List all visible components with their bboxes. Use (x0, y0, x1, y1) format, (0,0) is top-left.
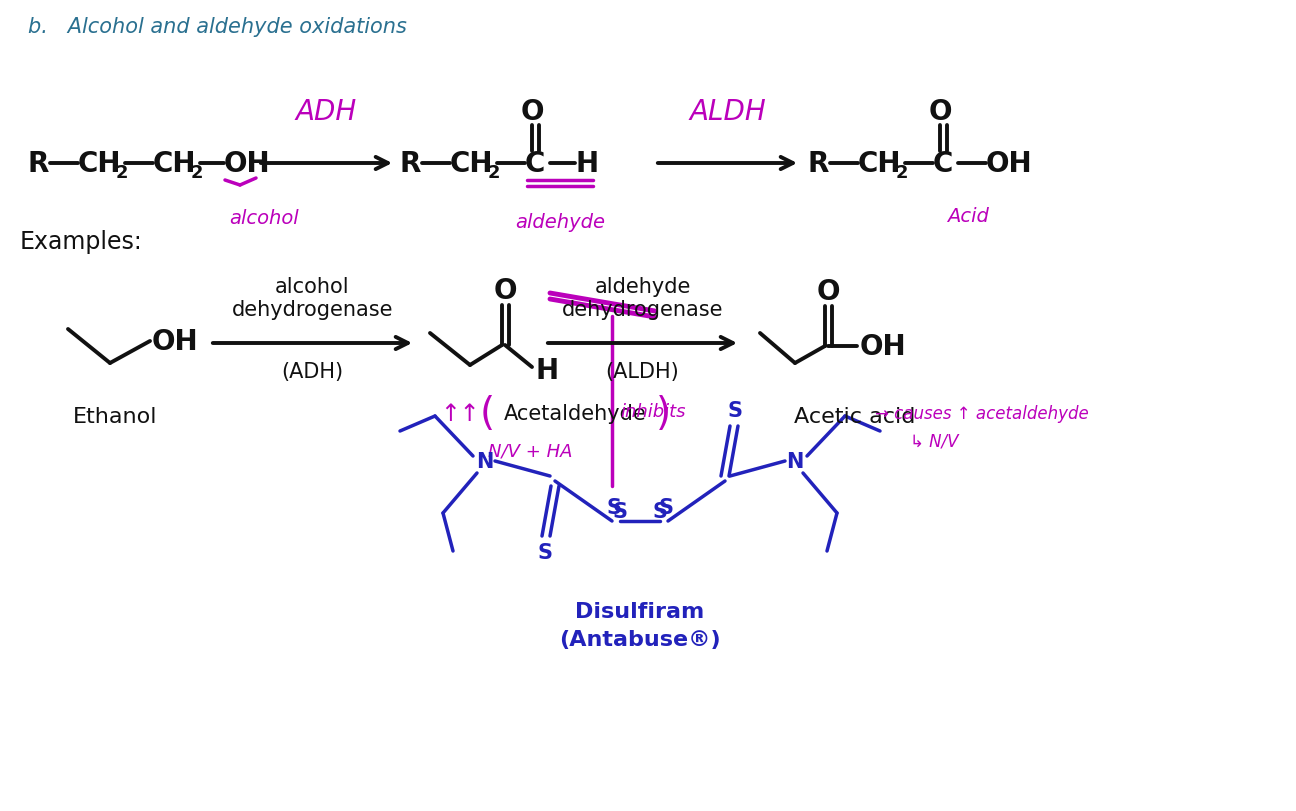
Text: H: H (575, 150, 599, 178)
Text: CH: CH (78, 150, 122, 178)
Text: N: N (477, 452, 494, 471)
Text: R: R (29, 150, 49, 178)
Text: dehydrogenase: dehydrogenase (232, 299, 393, 320)
Text: CH: CH (153, 150, 197, 178)
Text: S: S (613, 501, 627, 521)
Text: S: S (658, 497, 674, 517)
Text: Disulfiram: Disulfiram (575, 601, 705, 621)
Text: aldehyde: aldehyde (595, 277, 691, 297)
Text: Acid: Acid (947, 206, 989, 225)
Text: H: H (535, 357, 559, 384)
Text: O: O (494, 277, 517, 305)
Text: S: S (538, 543, 552, 562)
Text: C: C (525, 150, 546, 178)
Text: alcohol: alcohol (229, 209, 298, 228)
Text: ↳ N/V: ↳ N/V (910, 432, 959, 450)
Text: 2: 2 (489, 164, 500, 182)
Text: (ADH): (ADH) (281, 362, 343, 381)
Text: alcohol: alcohol (275, 277, 350, 297)
Text: inhibits: inhibits (619, 402, 686, 420)
Text: Examples:: Examples: (19, 230, 143, 254)
Text: 2: 2 (191, 164, 203, 182)
Text: dehydrogenase: dehydrogenase (561, 299, 723, 320)
Text: b.   Alcohol and aldehyde oxidations: b. Alcohol and aldehyde oxidations (29, 17, 407, 37)
Text: Acetic acid: Acetic acid (794, 406, 916, 427)
Text: N/V + HA: N/V + HA (487, 443, 573, 461)
Text: ALDH: ALDH (689, 98, 766, 126)
Text: OH: OH (152, 328, 198, 355)
Text: (Antabuse®): (Antabuse®) (559, 629, 721, 649)
Text: OH: OH (224, 150, 271, 178)
Text: ): ) (656, 394, 670, 432)
Text: 2: 2 (117, 164, 128, 182)
Text: O: O (816, 277, 840, 306)
Text: S: S (652, 501, 667, 521)
Text: O: O (520, 98, 544, 126)
Text: CH: CH (858, 150, 902, 178)
Text: R: R (400, 150, 421, 178)
Text: ADH: ADH (295, 98, 358, 126)
Text: CH: CH (450, 150, 494, 178)
Text: S: S (607, 497, 622, 517)
Text: ↑↑: ↑↑ (441, 401, 480, 426)
Text: → causes ↑ acetaldehyde: → causes ↑ acetaldehyde (875, 405, 1089, 423)
Text: S: S (727, 401, 743, 420)
Text: OH: OH (986, 150, 1033, 178)
Text: Acetaldehyde: Acetaldehyde (504, 404, 647, 423)
Text: Ethanol: Ethanol (73, 406, 157, 427)
Text: (ALDH): (ALDH) (605, 362, 679, 381)
Text: O: O (928, 98, 951, 126)
Text: (: ( (480, 394, 495, 432)
Text: R: R (807, 150, 829, 178)
Text: C: C (933, 150, 954, 178)
Text: aldehyde: aldehyde (515, 212, 605, 231)
Text: 2: 2 (896, 164, 908, 182)
Text: N: N (787, 452, 804, 471)
Text: OH: OH (861, 333, 907, 361)
